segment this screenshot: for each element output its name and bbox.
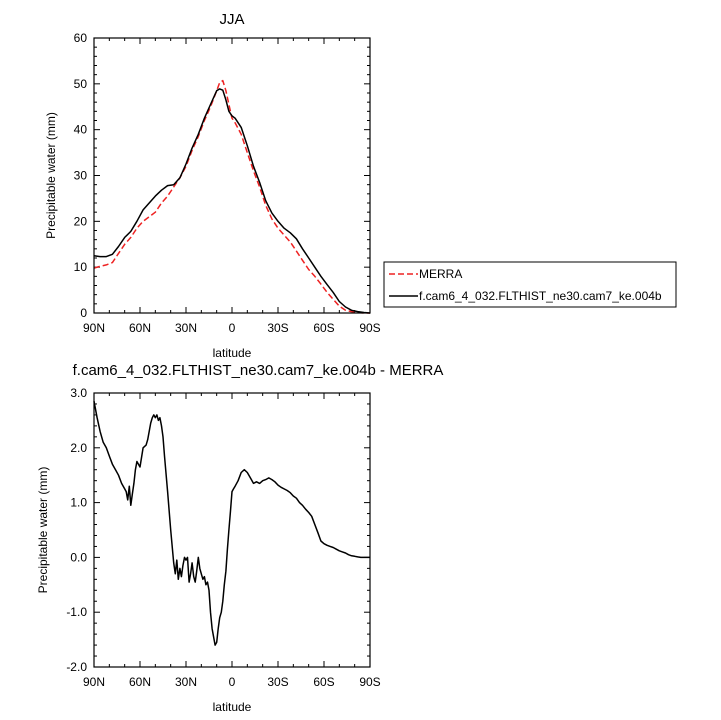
y-tick-label: 3.0 [70, 386, 87, 400]
y-tick-label: -1.0 [66, 605, 87, 619]
y-tick-label: -2.0 [66, 660, 87, 674]
x-tick-label: 90N [83, 675, 105, 689]
difference-panel: f.cam6_4_032.FLTHIST_ne30.cam7_ke.004b -… [36, 362, 443, 714]
x-tick-label: 30N [175, 675, 197, 689]
x-tick-label: 60N [129, 675, 151, 689]
legend-box [383, 261, 677, 308]
x-tick-label: 60S [313, 321, 334, 335]
y-tick-label: 30 [74, 169, 88, 183]
y-axis-label: Precipitable water (mm) [44, 112, 58, 239]
y-tick-label: 10 [74, 260, 88, 274]
y-tick-label: 0.0 [70, 550, 87, 564]
y-tick-label: 50 [74, 77, 88, 91]
series-line-model [93, 88, 371, 314]
x-tick-label: 30S [267, 321, 288, 335]
plot-frame [93, 37, 371, 314]
y-tick-label: 2.0 [70, 441, 87, 455]
x-tick-label: 0 [229, 675, 236, 689]
series-group [93, 401, 370, 646]
series-group [93, 79, 371, 314]
series-line-model [93, 401, 370, 646]
legend-label-merra: MERRA [419, 267, 462, 281]
y-tick-label: 60 [74, 31, 88, 45]
x-tick-label: 30N [175, 321, 197, 335]
precipitable-water-panel: JJA 0 10 20 30 40 50 60 90N 60N 30N 0 30S 60S 90S lat… [44, 11, 381, 360]
x-tick-label: 60N [129, 321, 151, 335]
x-tick-label: 30S [267, 675, 288, 689]
legend-label-model: f.cam6_4_032.FLTHIST_ne30.cam7_ke.004b [419, 289, 662, 303]
y-tick-label: 0 [80, 306, 87, 320]
x-tick-label: 0 [229, 321, 236, 335]
y-tick-label: 1.0 [70, 496, 87, 510]
y-axis-label: Precipitable water (mm) [36, 467, 50, 594]
grid: 0 10 20 30 40 50 60 90N 60N 30N 0 30S 60S 90S [74, 31, 381, 335]
chart-title: f.cam6_4_032.FLTHIST_ne30.cam7_ke.004b -… [73, 362, 444, 379]
y-tick-label: 40 [74, 123, 88, 137]
x-axis-label: latitude [213, 700, 252, 714]
x-tick-label: 90N [83, 321, 105, 335]
x-tick-label: 60S [313, 675, 334, 689]
x-tick-label: 90S [359, 675, 380, 689]
x-axis-label: latitude [213, 346, 252, 360]
chart-title: JJA [219, 11, 244, 28]
y-tick-label: 20 [74, 214, 88, 228]
grid: -2.0 -1.0 0.0 1.0 2.0 3.0 90N 60N 30N 0 30S 60S 90S [66, 386, 380, 689]
legend: MERRA f.cam6_4_032.FLTHIST_ne30.cam7_ke.… [383, 261, 677, 308]
x-tick-label: 90S [359, 321, 380, 335]
series-line-merra [93, 79, 370, 314]
plot-frame [93, 392, 371, 668]
